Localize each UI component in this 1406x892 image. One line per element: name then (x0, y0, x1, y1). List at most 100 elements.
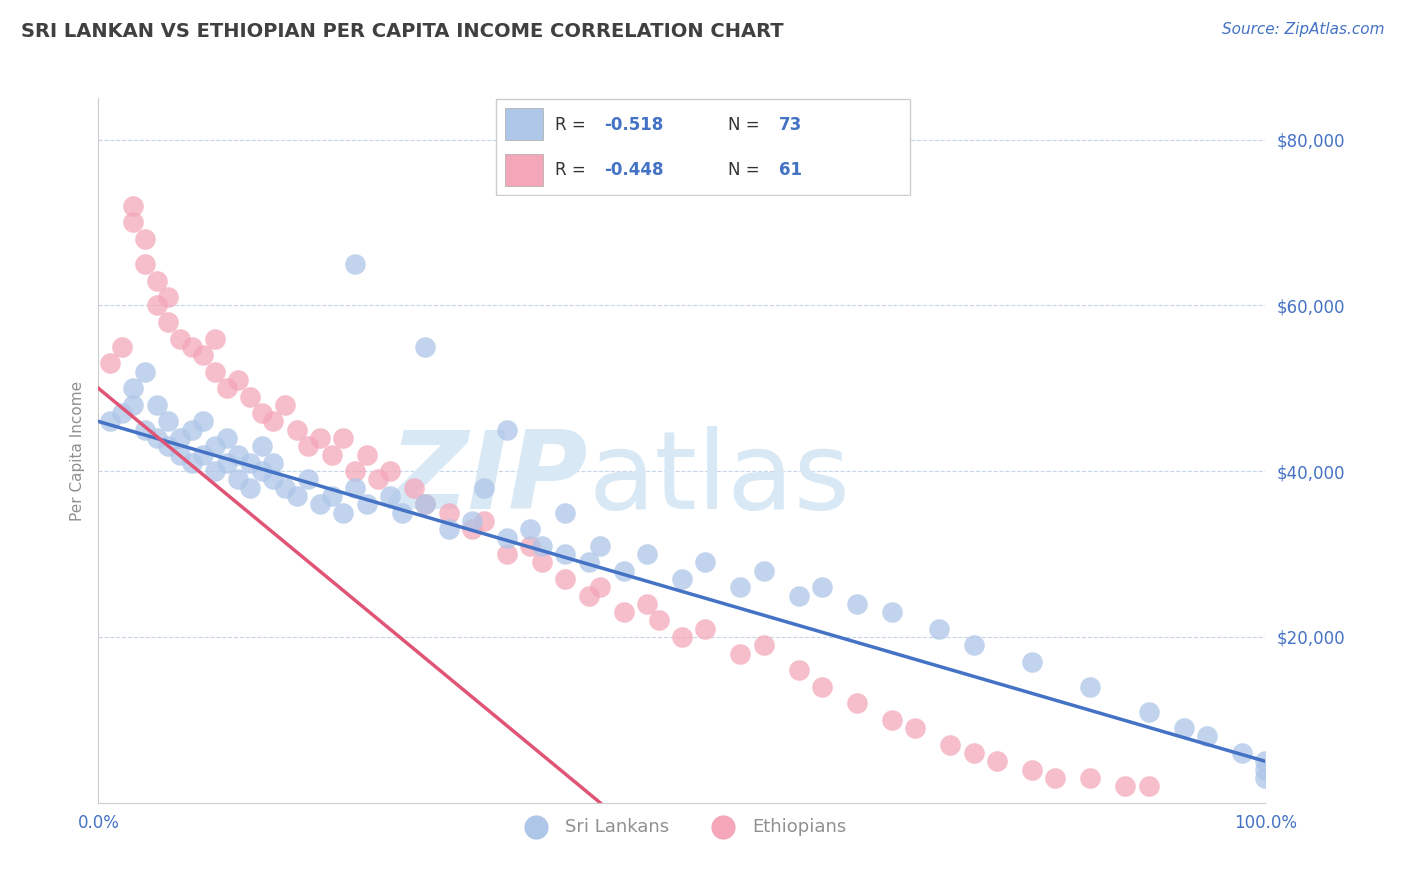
Point (530, 539, 553, 553)
Point (122, 398, 145, 412)
Point (169, 431, 191, 445)
Point (530, 555, 553, 569)
Point (215, 456, 238, 470)
Point (215, 381, 238, 395)
Point (1114, 779, 1136, 793)
Point (134, 365, 156, 379)
Point (1197, 730, 1219, 744)
Point (157, 315, 180, 329)
Point (193, 448, 215, 462)
Point (437, 522, 460, 536)
Point (880, 713, 903, 727)
Point (962, 746, 984, 760)
Point (472, 481, 495, 495)
Point (962, 638, 984, 652)
Point (262, 414, 284, 428)
Point (344, 481, 367, 495)
FancyBboxPatch shape (496, 99, 910, 195)
Point (134, 232, 156, 246)
Point (332, 506, 354, 520)
Point (986, 755, 1008, 769)
Text: N =: N = (728, 116, 765, 134)
Point (496, 531, 519, 545)
Point (285, 489, 308, 503)
Point (228, 448, 250, 462)
Point (519, 522, 541, 536)
Point (98, 414, 121, 428)
Text: SRI LANKAN VS ETHIOPIAN PER CAPITA INCOME CORRELATION CHART: SRI LANKAN VS ETHIOPIAN PER CAPITA INCOM… (21, 22, 783, 41)
Point (671, 630, 693, 644)
Point (939, 738, 962, 752)
Point (612, 605, 634, 619)
Point (636, 597, 658, 611)
Point (1254, 755, 1277, 769)
Point (157, 439, 180, 453)
Point (752, 638, 775, 652)
Point (578, 589, 600, 603)
Text: Source: ZipAtlas.com: Source: ZipAtlas.com (1222, 22, 1385, 37)
Point (1045, 771, 1067, 785)
Point (1080, 680, 1102, 694)
Point (193, 348, 215, 362)
Point (111, 340, 134, 354)
Point (787, 663, 810, 677)
Point (344, 257, 367, 271)
Point (297, 473, 319, 487)
Point (180, 423, 202, 437)
Text: ZIP: ZIP (391, 425, 589, 532)
Point (554, 506, 576, 520)
Point (122, 215, 145, 229)
Point (1021, 763, 1043, 777)
Point (146, 431, 169, 445)
Point (846, 597, 869, 611)
Point (134, 257, 156, 271)
Point (554, 572, 576, 586)
Point (274, 398, 297, 412)
Point (250, 439, 273, 453)
Point (461, 522, 484, 536)
Point (589, 539, 612, 553)
Point (402, 481, 425, 495)
Point (228, 473, 250, 487)
Point (274, 481, 297, 495)
Point (367, 473, 389, 487)
Point (262, 456, 284, 470)
Point (647, 614, 669, 628)
Point (239, 390, 262, 404)
Text: -0.518: -0.518 (605, 116, 664, 134)
Y-axis label: Per Capita Income: Per Capita Income (69, 380, 84, 521)
Point (157, 290, 180, 304)
Point (578, 555, 600, 569)
Point (321, 448, 343, 462)
Text: N =: N = (728, 161, 765, 178)
Point (309, 497, 332, 511)
Point (204, 464, 226, 478)
Point (285, 423, 308, 437)
Point (146, 298, 169, 312)
Point (111, 406, 134, 420)
Point (589, 580, 612, 594)
Point (204, 332, 226, 346)
Point (1254, 763, 1277, 777)
Point (146, 398, 169, 412)
Point (262, 473, 284, 487)
Point (180, 456, 202, 470)
Text: R =: R = (555, 116, 592, 134)
Point (122, 199, 145, 213)
Point (928, 622, 950, 636)
Point (356, 497, 378, 511)
Point (297, 439, 319, 453)
Point (169, 448, 191, 462)
Point (461, 514, 484, 528)
Point (787, 589, 810, 603)
Point (752, 564, 775, 578)
FancyBboxPatch shape (505, 154, 543, 186)
Point (496, 547, 519, 561)
Point (134, 423, 156, 437)
Point (413, 340, 436, 354)
Text: atlas: atlas (589, 425, 851, 532)
Text: -0.448: -0.448 (605, 161, 664, 178)
Point (157, 414, 180, 428)
Text: 61: 61 (779, 161, 801, 178)
Point (228, 373, 250, 387)
